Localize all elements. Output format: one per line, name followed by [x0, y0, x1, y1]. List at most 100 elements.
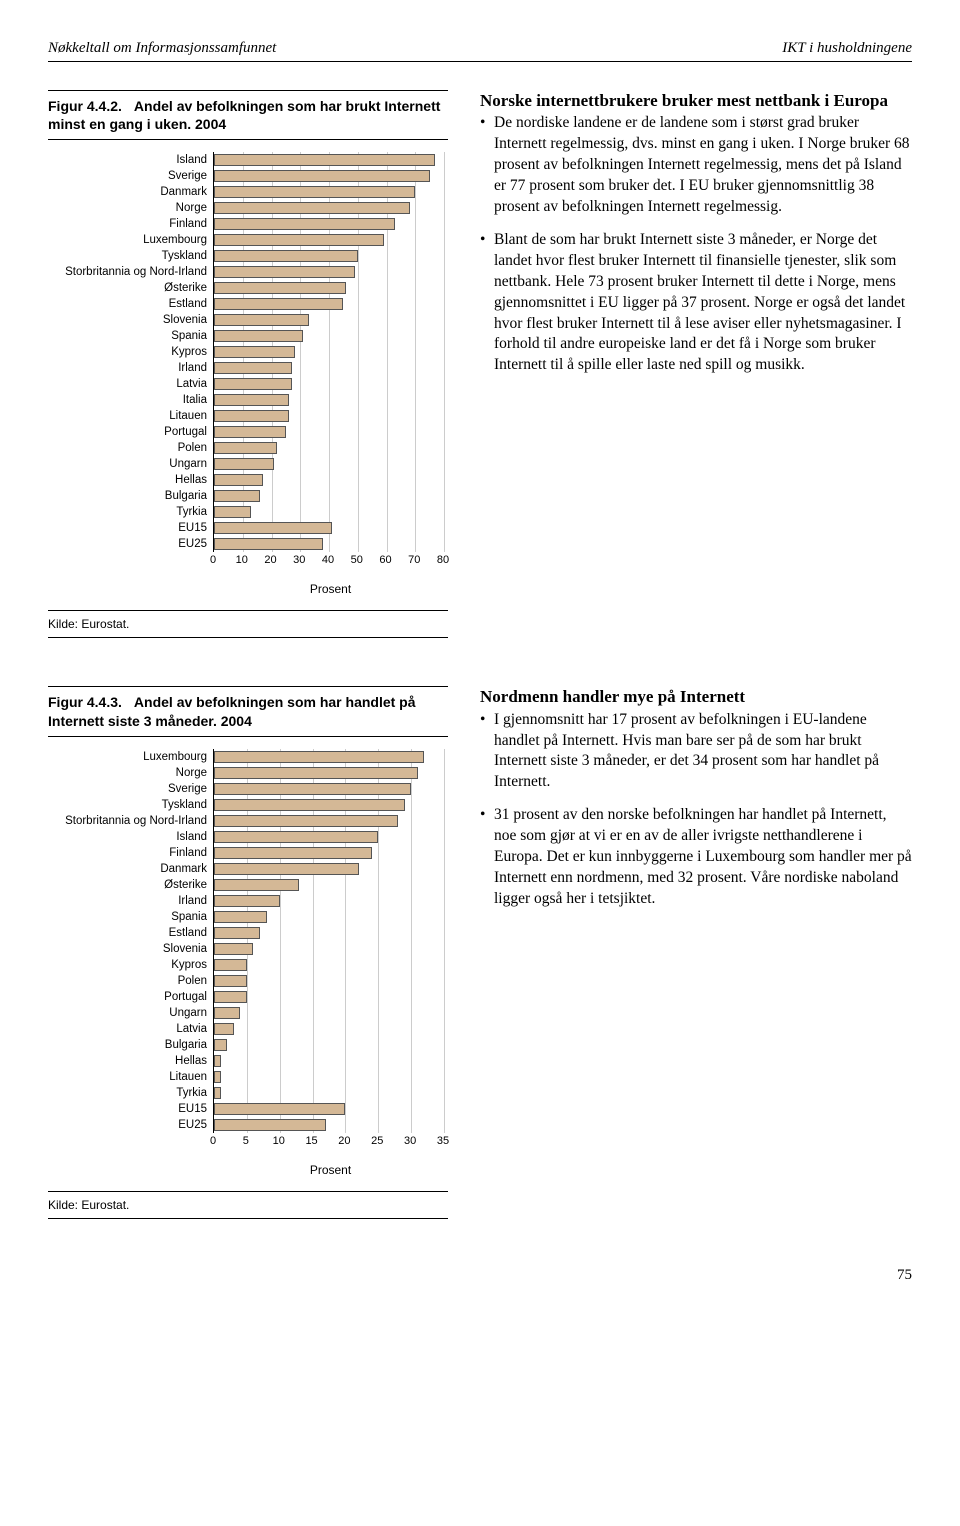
chart-row: Portugal [48, 989, 448, 1005]
chart-row: Latvia [48, 376, 448, 392]
chart-row: EU25 [48, 1117, 448, 1133]
chart-tick: 30 [293, 554, 305, 566]
chart-bar [214, 298, 343, 310]
chart-bar [214, 1007, 240, 1019]
chart-bar [214, 783, 411, 795]
chart-row: Luxembourg [48, 232, 448, 248]
header-right: IKT i husholdningene [782, 40, 912, 57]
page-number: 75 [48, 1267, 912, 1284]
chart-bar [214, 1071, 221, 1083]
chart-row-label: Storbritannia og Nord-Irland [48, 266, 213, 278]
chart-row: EU25 [48, 536, 448, 552]
chart-xlabel: Prosent [213, 1163, 448, 1177]
chart-tick: 35 [437, 1135, 449, 1147]
chart-row: Estland [48, 296, 448, 312]
chart-row-label: Portugal [48, 991, 213, 1003]
chart-bar [214, 474, 263, 486]
chart-row: Italia [48, 392, 448, 408]
chart-bar [214, 767, 418, 779]
chart-row: Irland [48, 360, 448, 376]
text1-heading: Norske internettbrukere bruker mest nett… [480, 90, 912, 111]
chart-bar [214, 815, 398, 827]
chart-bar [214, 895, 280, 907]
chart-tick: 70 [408, 554, 420, 566]
chart-row-label: Estland [48, 927, 213, 939]
chart-bar [214, 410, 289, 422]
chart-row-label: Kypros [48, 959, 213, 971]
bullet-item: Blant de som har brukt Internett siste 3… [480, 230, 912, 376]
chart-bar [214, 506, 251, 518]
chart-row: Tyrkia [48, 1085, 448, 1101]
chart-bar [214, 1119, 326, 1131]
chart-row: Spania [48, 909, 448, 925]
chart-row-label: Spania [48, 330, 213, 342]
chart-tick: 30 [404, 1135, 416, 1147]
chart-row: EU15 [48, 1101, 448, 1117]
text1-bullets: De nordiske landene er de landene som i … [480, 113, 912, 376]
chart-row-label: Finland [48, 847, 213, 859]
chart-row-label: Ungarn [48, 458, 213, 470]
chart-tick: 80 [437, 554, 449, 566]
chart-row-label: EU25 [48, 1119, 213, 1131]
chart-row-label: Hellas [48, 1055, 213, 1067]
chart-tick: 60 [379, 554, 391, 566]
chart-row: Island [48, 829, 448, 845]
chart-row-label: Bulgaria [48, 1039, 213, 1051]
chart-tick: 40 [322, 554, 334, 566]
chart-row-label: Litauen [48, 410, 213, 422]
chart-row-label: Luxembourg [48, 234, 213, 246]
chart-row-label: Spania [48, 911, 213, 923]
bullet-item: De nordiske landene er de landene som i … [480, 113, 912, 218]
chart-bar [214, 394, 289, 406]
fig1-chart: IslandSverigeDanmarkNorgeFinlandLuxembou… [48, 152, 448, 596]
chart-row-label: Portugal [48, 426, 213, 438]
chart-tick: 25 [371, 1135, 383, 1147]
chart-row-label: Hellas [48, 474, 213, 486]
chart-bar [214, 458, 274, 470]
chart-row: Litauen [48, 408, 448, 424]
chart-row-label: Tyrkia [48, 506, 213, 518]
fig2-title: Figur 4.4.3.Andel av befolkningen som ha… [48, 686, 448, 736]
chart-row: Tyskland [48, 248, 448, 264]
chart-row-label: Storbritannia og Nord-Irland [48, 815, 213, 827]
chart-bar [214, 863, 359, 875]
chart-row: Bulgaria [48, 488, 448, 504]
chart-row-label: Irland [48, 895, 213, 907]
chart-bar [214, 831, 378, 843]
chart-bar [214, 1023, 234, 1035]
chart-row: Slovenia [48, 941, 448, 957]
chart-row-label: Danmark [48, 863, 213, 875]
chart-row: Tyrkia [48, 504, 448, 520]
chart-bar [214, 266, 355, 278]
chart-row: Kypros [48, 957, 448, 973]
chart-row: Tyskland [48, 797, 448, 813]
chart-row-label: Estland [48, 298, 213, 310]
chart-bar [214, 1055, 221, 1067]
chart-row-label: Norge [48, 202, 213, 214]
chart-row: Norge [48, 765, 448, 781]
chart-row: Island [48, 152, 448, 168]
chart-bar [214, 346, 295, 358]
chart-row: Storbritannia og Nord-Irland [48, 813, 448, 829]
chart-row-label: Slovenia [48, 314, 213, 326]
chart-bar [214, 959, 247, 971]
chart-row-label: Norge [48, 767, 213, 779]
chart-tick: 10 [273, 1135, 285, 1147]
chart-bar [214, 442, 277, 454]
chart-bar [214, 218, 395, 230]
chart-bar [214, 991, 247, 1003]
chart-row-label: Irland [48, 362, 213, 374]
fig1-source: Kilde: Eurostat. [48, 610, 448, 638]
chart-row: Bulgaria [48, 1037, 448, 1053]
chart-row-label: Finland [48, 218, 213, 230]
chart-row: Norge [48, 200, 448, 216]
fig2-source: Kilde: Eurostat. [48, 1191, 448, 1219]
chart-row-label: Østerike [48, 879, 213, 891]
chart-row: Slovenia [48, 312, 448, 328]
chart-tick: 15 [305, 1135, 317, 1147]
chart-xlabel: Prosent [213, 582, 448, 596]
chart-bar [214, 186, 415, 198]
chart-bar [214, 362, 292, 374]
header-left: Nøkkeltall om Informasjonssamfunnet [48, 40, 276, 57]
chart-row: Kypros [48, 344, 448, 360]
